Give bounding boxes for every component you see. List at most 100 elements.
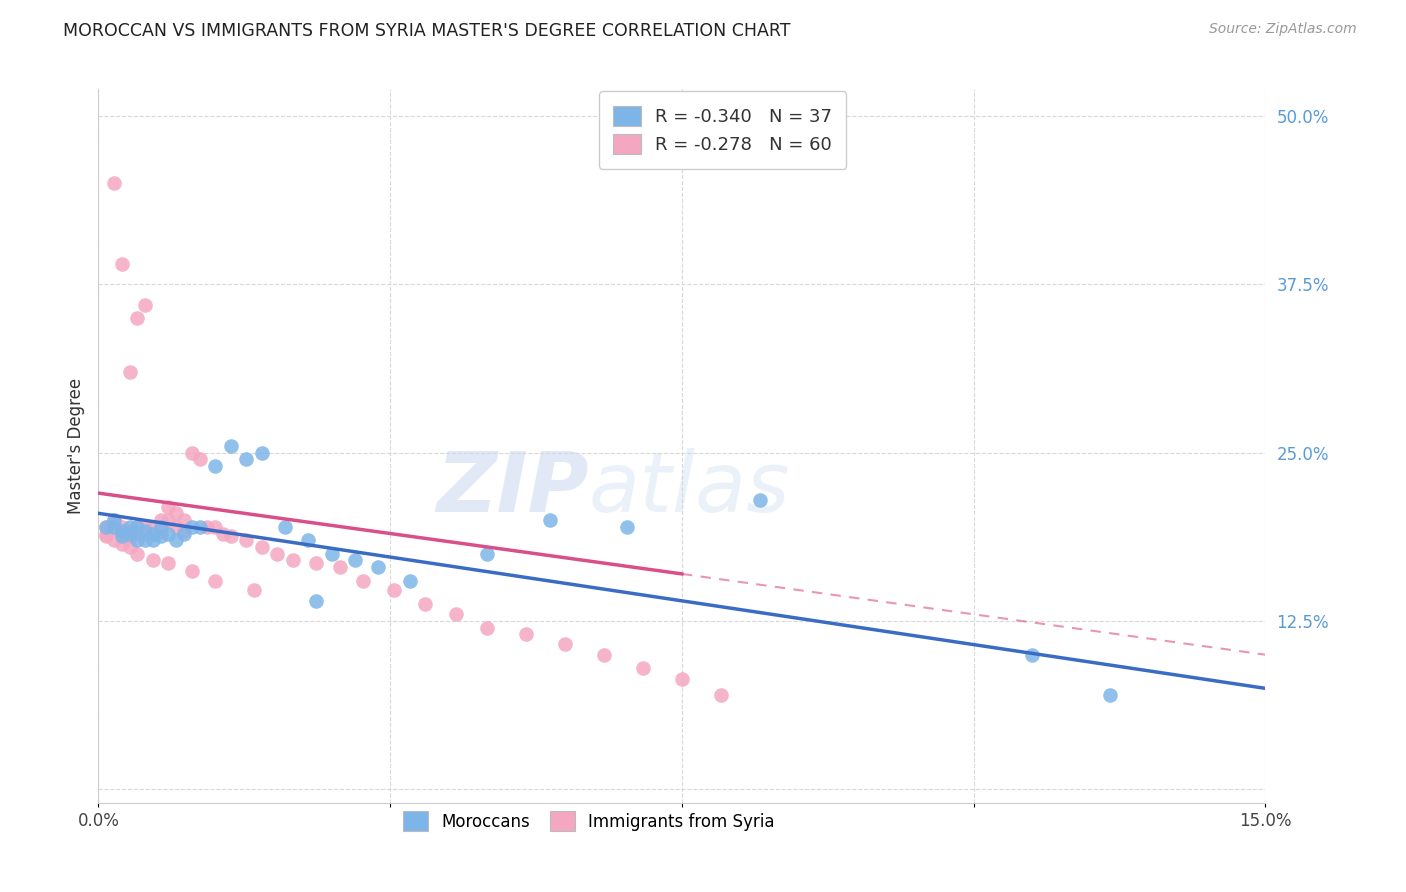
Point bbox=[671, 672, 693, 686]
Point bbox=[477, 621, 499, 635]
Point bbox=[593, 648, 616, 662]
Point bbox=[235, 452, 257, 467]
Point bbox=[477, 547, 499, 561]
Point bbox=[266, 547, 288, 561]
Point bbox=[127, 520, 149, 534]
Point bbox=[188, 520, 211, 534]
Point bbox=[352, 574, 374, 588]
Point bbox=[446, 607, 468, 622]
Point bbox=[142, 526, 165, 541]
Text: ZIP: ZIP bbox=[436, 449, 589, 529]
Point bbox=[103, 513, 125, 527]
Point bbox=[274, 520, 297, 534]
Point bbox=[103, 520, 125, 534]
Point bbox=[748, 492, 770, 507]
Point bbox=[118, 529, 141, 543]
Point bbox=[710, 688, 733, 702]
Legend: Moroccans, Immigrants from Syria: Moroccans, Immigrants from Syria bbox=[396, 805, 782, 838]
Point bbox=[149, 524, 172, 538]
Point bbox=[204, 520, 226, 534]
Point bbox=[297, 533, 319, 548]
Point bbox=[398, 574, 420, 588]
Y-axis label: Master's Degree: Master's Degree bbox=[66, 378, 84, 514]
Point bbox=[96, 520, 118, 534]
Point bbox=[134, 526, 156, 541]
Point bbox=[103, 513, 125, 527]
Point bbox=[165, 506, 187, 520]
Point bbox=[321, 547, 343, 561]
Point bbox=[243, 583, 266, 598]
Point bbox=[127, 520, 149, 534]
Point bbox=[127, 311, 149, 326]
Point bbox=[382, 583, 405, 598]
Point bbox=[142, 520, 165, 534]
Point bbox=[142, 553, 165, 567]
Point bbox=[235, 533, 257, 548]
Point bbox=[103, 533, 125, 548]
Point bbox=[157, 556, 180, 570]
Point bbox=[173, 524, 195, 538]
Point bbox=[127, 547, 149, 561]
Point bbox=[111, 537, 134, 551]
Text: Source: ZipAtlas.com: Source: ZipAtlas.com bbox=[1209, 22, 1357, 37]
Point bbox=[554, 637, 576, 651]
Point bbox=[111, 529, 134, 543]
Point bbox=[118, 526, 141, 541]
Point bbox=[142, 526, 165, 541]
Point bbox=[118, 520, 141, 534]
Point bbox=[1098, 688, 1121, 702]
Point bbox=[180, 520, 202, 534]
Point bbox=[134, 524, 156, 538]
Point bbox=[111, 526, 134, 541]
Point bbox=[111, 524, 134, 538]
Point bbox=[329, 560, 352, 574]
Point bbox=[118, 540, 141, 554]
Point bbox=[118, 365, 141, 379]
Point bbox=[195, 520, 218, 534]
Point bbox=[111, 520, 134, 534]
Point bbox=[180, 446, 202, 460]
Point bbox=[212, 526, 235, 541]
Point bbox=[367, 560, 389, 574]
Point bbox=[118, 524, 141, 538]
Point bbox=[103, 520, 125, 534]
Point bbox=[142, 533, 165, 548]
Point bbox=[165, 533, 187, 548]
Point bbox=[219, 529, 242, 543]
Point bbox=[149, 520, 172, 534]
Point bbox=[250, 540, 273, 554]
Point bbox=[134, 298, 156, 312]
Point bbox=[538, 513, 561, 527]
Point bbox=[157, 526, 180, 541]
Point bbox=[180, 564, 202, 578]
Point bbox=[134, 520, 156, 534]
Point bbox=[96, 526, 118, 541]
Point bbox=[173, 513, 195, 527]
Point bbox=[103, 177, 125, 191]
Point bbox=[149, 529, 172, 543]
Point bbox=[173, 526, 195, 541]
Point bbox=[149, 513, 172, 527]
Point bbox=[250, 446, 273, 460]
Point bbox=[188, 452, 211, 467]
Point bbox=[204, 574, 226, 588]
Point bbox=[515, 627, 537, 641]
Text: atlas: atlas bbox=[589, 449, 790, 529]
Point bbox=[204, 459, 226, 474]
Point bbox=[631, 661, 654, 675]
Point bbox=[305, 556, 328, 570]
Point bbox=[305, 594, 328, 608]
Point bbox=[281, 553, 304, 567]
Point bbox=[157, 500, 180, 514]
Point bbox=[111, 257, 134, 271]
Point bbox=[616, 520, 638, 534]
Text: MOROCCAN VS IMMIGRANTS FROM SYRIA MASTER'S DEGREE CORRELATION CHART: MOROCCAN VS IMMIGRANTS FROM SYRIA MASTER… bbox=[63, 22, 790, 40]
Point bbox=[96, 529, 118, 543]
Point bbox=[413, 597, 436, 611]
Point bbox=[127, 526, 149, 541]
Point bbox=[165, 520, 187, 534]
Point bbox=[344, 553, 367, 567]
Point bbox=[219, 439, 242, 453]
Point bbox=[127, 533, 149, 548]
Point bbox=[96, 520, 118, 534]
